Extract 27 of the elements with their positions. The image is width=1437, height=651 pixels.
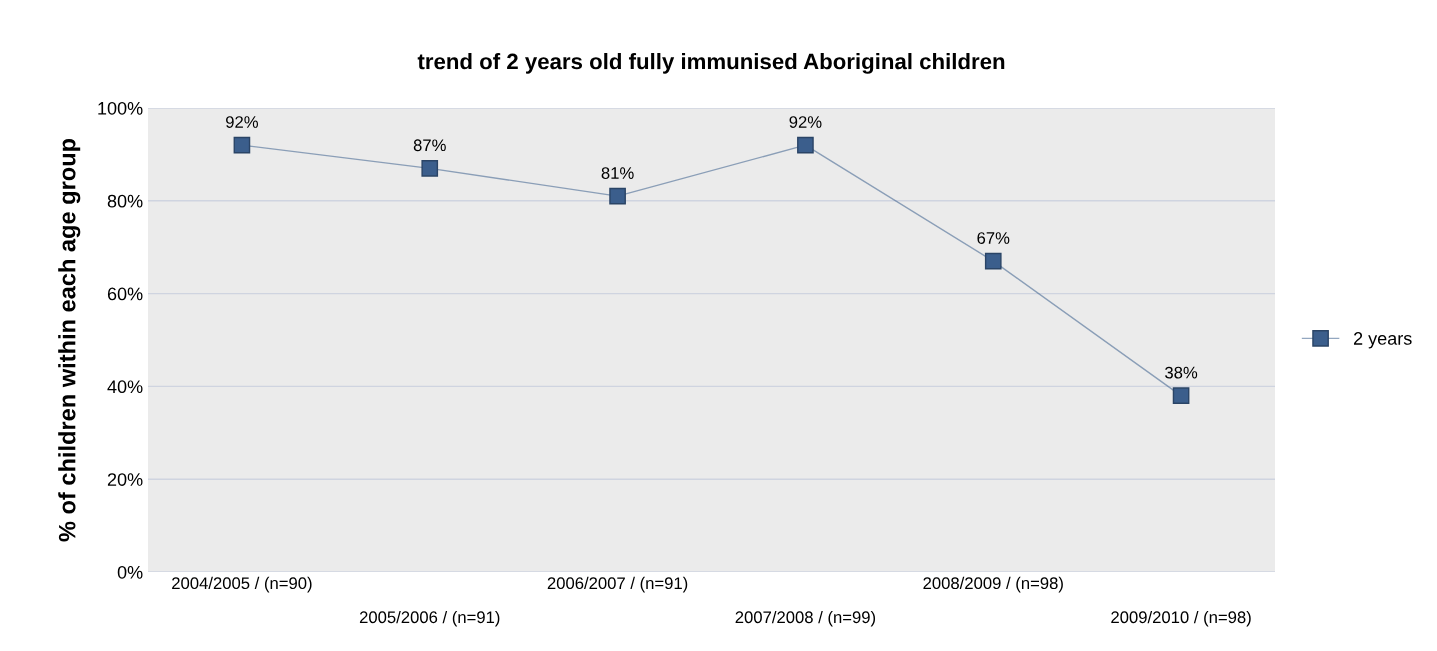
data-label: 38% <box>1165 366 1198 379</box>
data-label: 92% <box>789 116 822 128</box>
chart-title: trend of 2 years old fully immunised Aboriginal children <box>417 53 1005 74</box>
data-label: 67% <box>977 232 1010 244</box>
point <box>609 187 626 205</box>
data-label: 92% <box>226 116 258 128</box>
y-tick-label: 40% <box>107 380 143 394</box>
y-tick-label: 20% <box>107 473 143 486</box>
y-tick-label: 0% <box>117 565 143 579</box>
data-label: 87% <box>413 139 446 152</box>
point <box>797 136 814 154</box>
y-tick-label: 60% <box>107 287 143 301</box>
point <box>1172 387 1190 405</box>
x-tick-label: 2009/2010 / (n=98) <box>1111 610 1251 627</box>
x-tick-label: 2004/2005 / (n=90) <box>172 576 312 593</box>
point <box>984 252 1002 270</box>
x-tick-label: 2007/2008 / (n=99) <box>735 610 876 627</box>
data-label: 81% <box>601 167 634 179</box>
y-axis-title: % of children within each age group <box>58 138 81 542</box>
point <box>233 136 251 154</box>
x-tick-label: 2006/2007 / (n=91) <box>547 576 688 593</box>
point <box>421 159 439 177</box>
legend-label: 2 years <box>1353 332 1412 349</box>
x-tick-label: 2008/2009 / (n=98) <box>923 576 1063 593</box>
y-tick-label: 80% <box>107 194 143 208</box>
y-tick-label: 100% <box>98 101 143 115</box>
x-tick-label: 2005/2006 / (n=91) <box>359 610 500 627</box>
